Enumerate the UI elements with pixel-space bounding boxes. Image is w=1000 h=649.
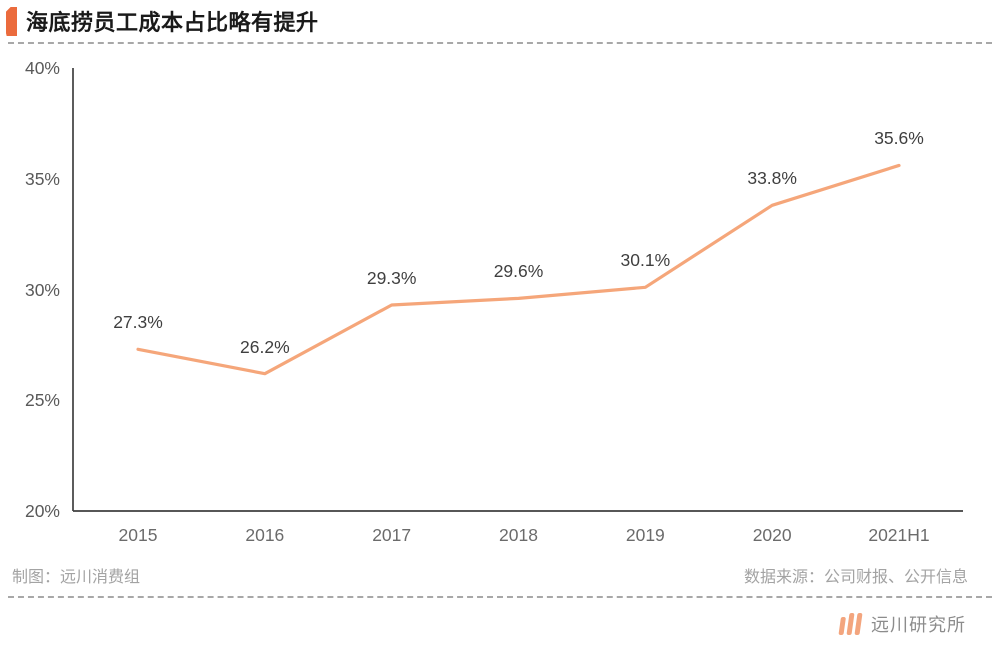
x-tick-label: 2017	[372, 525, 412, 545]
data-point-label: 27.3%	[113, 312, 163, 333]
y-tick-label: 30%	[24, 279, 60, 300]
data-point-label: 35.6%	[874, 128, 924, 149]
brand-logo: 远川研究所	[838, 611, 966, 637]
x-tick-label: 2020	[752, 525, 792, 545]
credit-source: 数据来源：公司财报、公开信息	[743, 569, 968, 586]
title-accent-bar	[6, 7, 17, 36]
brand-logo-text: 远川研究所	[871, 615, 966, 635]
dashed-divider-bottom	[8, 596, 992, 598]
x-tick-label: 2021H1	[868, 525, 930, 545]
series-line	[136, 163, 901, 376]
x-tick-label: 2015	[118, 525, 158, 545]
x-tick-label: 2019	[625, 525, 665, 545]
chart-title: 海底捞员工成本占比略有提升	[26, 10, 319, 35]
data-point-label: 29.6%	[493, 261, 544, 282]
y-tick-label: 40%	[24, 58, 60, 78]
credit-author: 制图：远川消费组	[12, 569, 141, 586]
x-tick-label: 2016	[245, 525, 285, 545]
dashed-divider-top	[8, 42, 992, 44]
y-tick-label: 20%	[24, 501, 60, 521]
y-tick-label: 25%	[24, 390, 60, 411]
data-point-label: 33.8%	[747, 168, 797, 189]
data-point-label: 30.1%	[620, 250, 671, 271]
data-point-label: 26.2%	[240, 336, 290, 357]
y-tick-label: 35%	[24, 168, 60, 189]
x-tick-label: 2018	[499, 525, 538, 545]
data-point-label: 29.3%	[366, 268, 417, 288]
